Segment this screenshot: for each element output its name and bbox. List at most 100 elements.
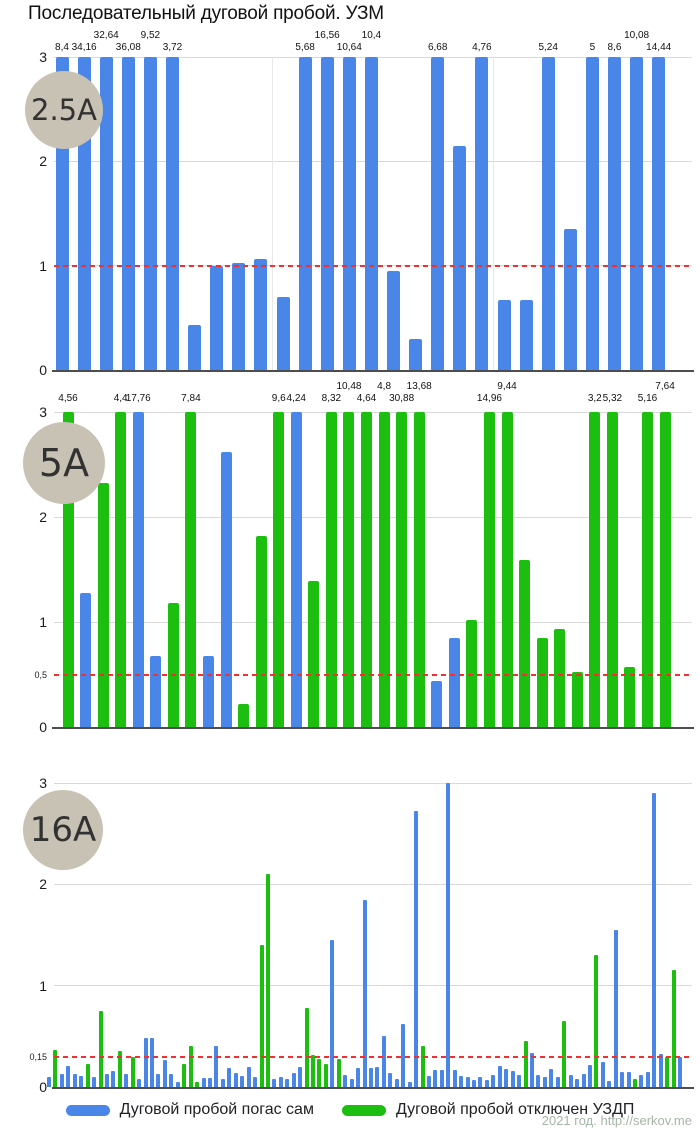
bar-value-label: 4,76 [472, 42, 492, 53]
chart-bar [630, 57, 644, 370]
bar-value-label: 3,72 [162, 42, 183, 53]
chart-bar [195, 1081, 200, 1087]
legend-item-blue: Дуговой пробой погас сам [65, 1101, 314, 1119]
chart-bar [633, 1078, 638, 1087]
y-tick-label: 0 [39, 1079, 47, 1095]
chart-bar [497, 300, 511, 370]
chart-bar [298, 1066, 303, 1087]
bar-value-label: 9,44 [497, 381, 517, 392]
chart-bar [401, 1024, 406, 1087]
chart-bar [59, 1073, 64, 1087]
current-badge-16a: 16A [23, 790, 103, 870]
y-tick-label: 1 [39, 614, 47, 630]
chart-bar [220, 1078, 225, 1087]
chart-bar [124, 1073, 129, 1087]
bar-value-label: 8,32 [321, 393, 342, 404]
chart-bar [607, 1080, 612, 1087]
chart-bar [542, 1076, 547, 1087]
x-gridline [272, 57, 273, 370]
chart-bar [587, 1064, 592, 1087]
chart-bar [92, 1076, 97, 1087]
threshold-line [54, 264, 692, 267]
bar-value-label: 14,44 [646, 42, 672, 53]
chart-bar [342, 57, 356, 370]
chart-bar [272, 1078, 277, 1087]
threshold-line [54, 1055, 692, 1058]
chart-bar [285, 1078, 290, 1087]
chart-bar [426, 1075, 431, 1087]
bar-value-label: 4,4 [113, 393, 128, 404]
chart-bar [232, 262, 246, 370]
chart-bar [562, 1021, 567, 1087]
chart-bar [396, 412, 408, 727]
chart-bar [99, 57, 113, 370]
chart-bar [555, 1076, 560, 1087]
chart-bar [202, 655, 214, 727]
chart-bar [273, 412, 285, 727]
chart-bar [62, 412, 74, 727]
chart-bar [387, 270, 400, 370]
chart-bar [645, 1071, 650, 1087]
chart-bar [652, 793, 657, 1087]
chart-bar [413, 412, 425, 727]
chart-bar [182, 1063, 187, 1087]
chart-bar [53, 1049, 58, 1087]
chart-bar [143, 1038, 148, 1087]
chart-bar [381, 1036, 386, 1087]
current-badge-2-5a: 2.5A [25, 71, 103, 149]
bar-value-label: 34,16 [71, 42, 97, 53]
chart-bar [409, 338, 423, 370]
chart-bar [563, 229, 577, 370]
chart-bar [517, 1074, 522, 1087]
chart-bar [589, 412, 601, 727]
chart-bar [375, 1066, 380, 1087]
chart-bar [466, 619, 478, 727]
bar-value-label: 7,84 [181, 393, 201, 404]
chart-bar [571, 672, 583, 727]
chart-bar [465, 1076, 470, 1087]
chart-bar [536, 637, 548, 727]
y-tick-label: 3 [39, 404, 47, 420]
chart-bar [121, 57, 135, 370]
chart-bar [85, 1063, 90, 1087]
bar-value-label: 4,8 [377, 381, 392, 392]
legend-item-green: Дуговой пробой отключен УЗДП [341, 1101, 634, 1119]
bar-value-label: 5,32 [602, 393, 623, 404]
legend-swatch-green-icon [341, 1104, 386, 1116]
chart-bar [66, 1065, 71, 1087]
bar-value-label: 7,64 [655, 381, 675, 392]
chart-bar [79, 1075, 84, 1087]
x-axis-line [52, 1087, 694, 1089]
bar-value-label: 10,08 [624, 30, 650, 41]
chart-bar [117, 1050, 122, 1087]
chart-bar [111, 1070, 116, 1087]
bar-value-label: 30,88 [389, 393, 415, 404]
chart-bar [150, 1038, 155, 1087]
chart-bar [394, 1078, 399, 1087]
chart-bar [311, 1054, 316, 1087]
bar-value-label: 16,56 [314, 30, 340, 41]
y-tick-label: 0,15 [29, 1051, 47, 1062]
bar-value-label: 5,24 [538, 42, 558, 53]
chart-bar [132, 412, 144, 727]
chart-bar [484, 1079, 489, 1087]
chart-bar [497, 1065, 502, 1087]
chart-bar [167, 603, 179, 727]
chart-bar [388, 1072, 393, 1087]
y-gridline [54, 782, 692, 784]
y-gridline [54, 883, 692, 885]
x-gridline [493, 57, 494, 370]
y-tick-label: 3 [39, 49, 47, 65]
chart-bar [510, 1070, 515, 1087]
chart-bar [97, 483, 109, 727]
chart-bar [240, 1075, 245, 1087]
y-gridline [54, 516, 692, 518]
chart-bar [608, 57, 621, 370]
chart-bar [652, 57, 666, 370]
chart-bar [276, 296, 290, 370]
x-axis-line [52, 370, 694, 372]
bar-value-label: 17,76 [125, 393, 151, 404]
chart-bar [361, 412, 373, 727]
chart-bar [483, 412, 495, 727]
chart-bar [98, 1011, 103, 1087]
